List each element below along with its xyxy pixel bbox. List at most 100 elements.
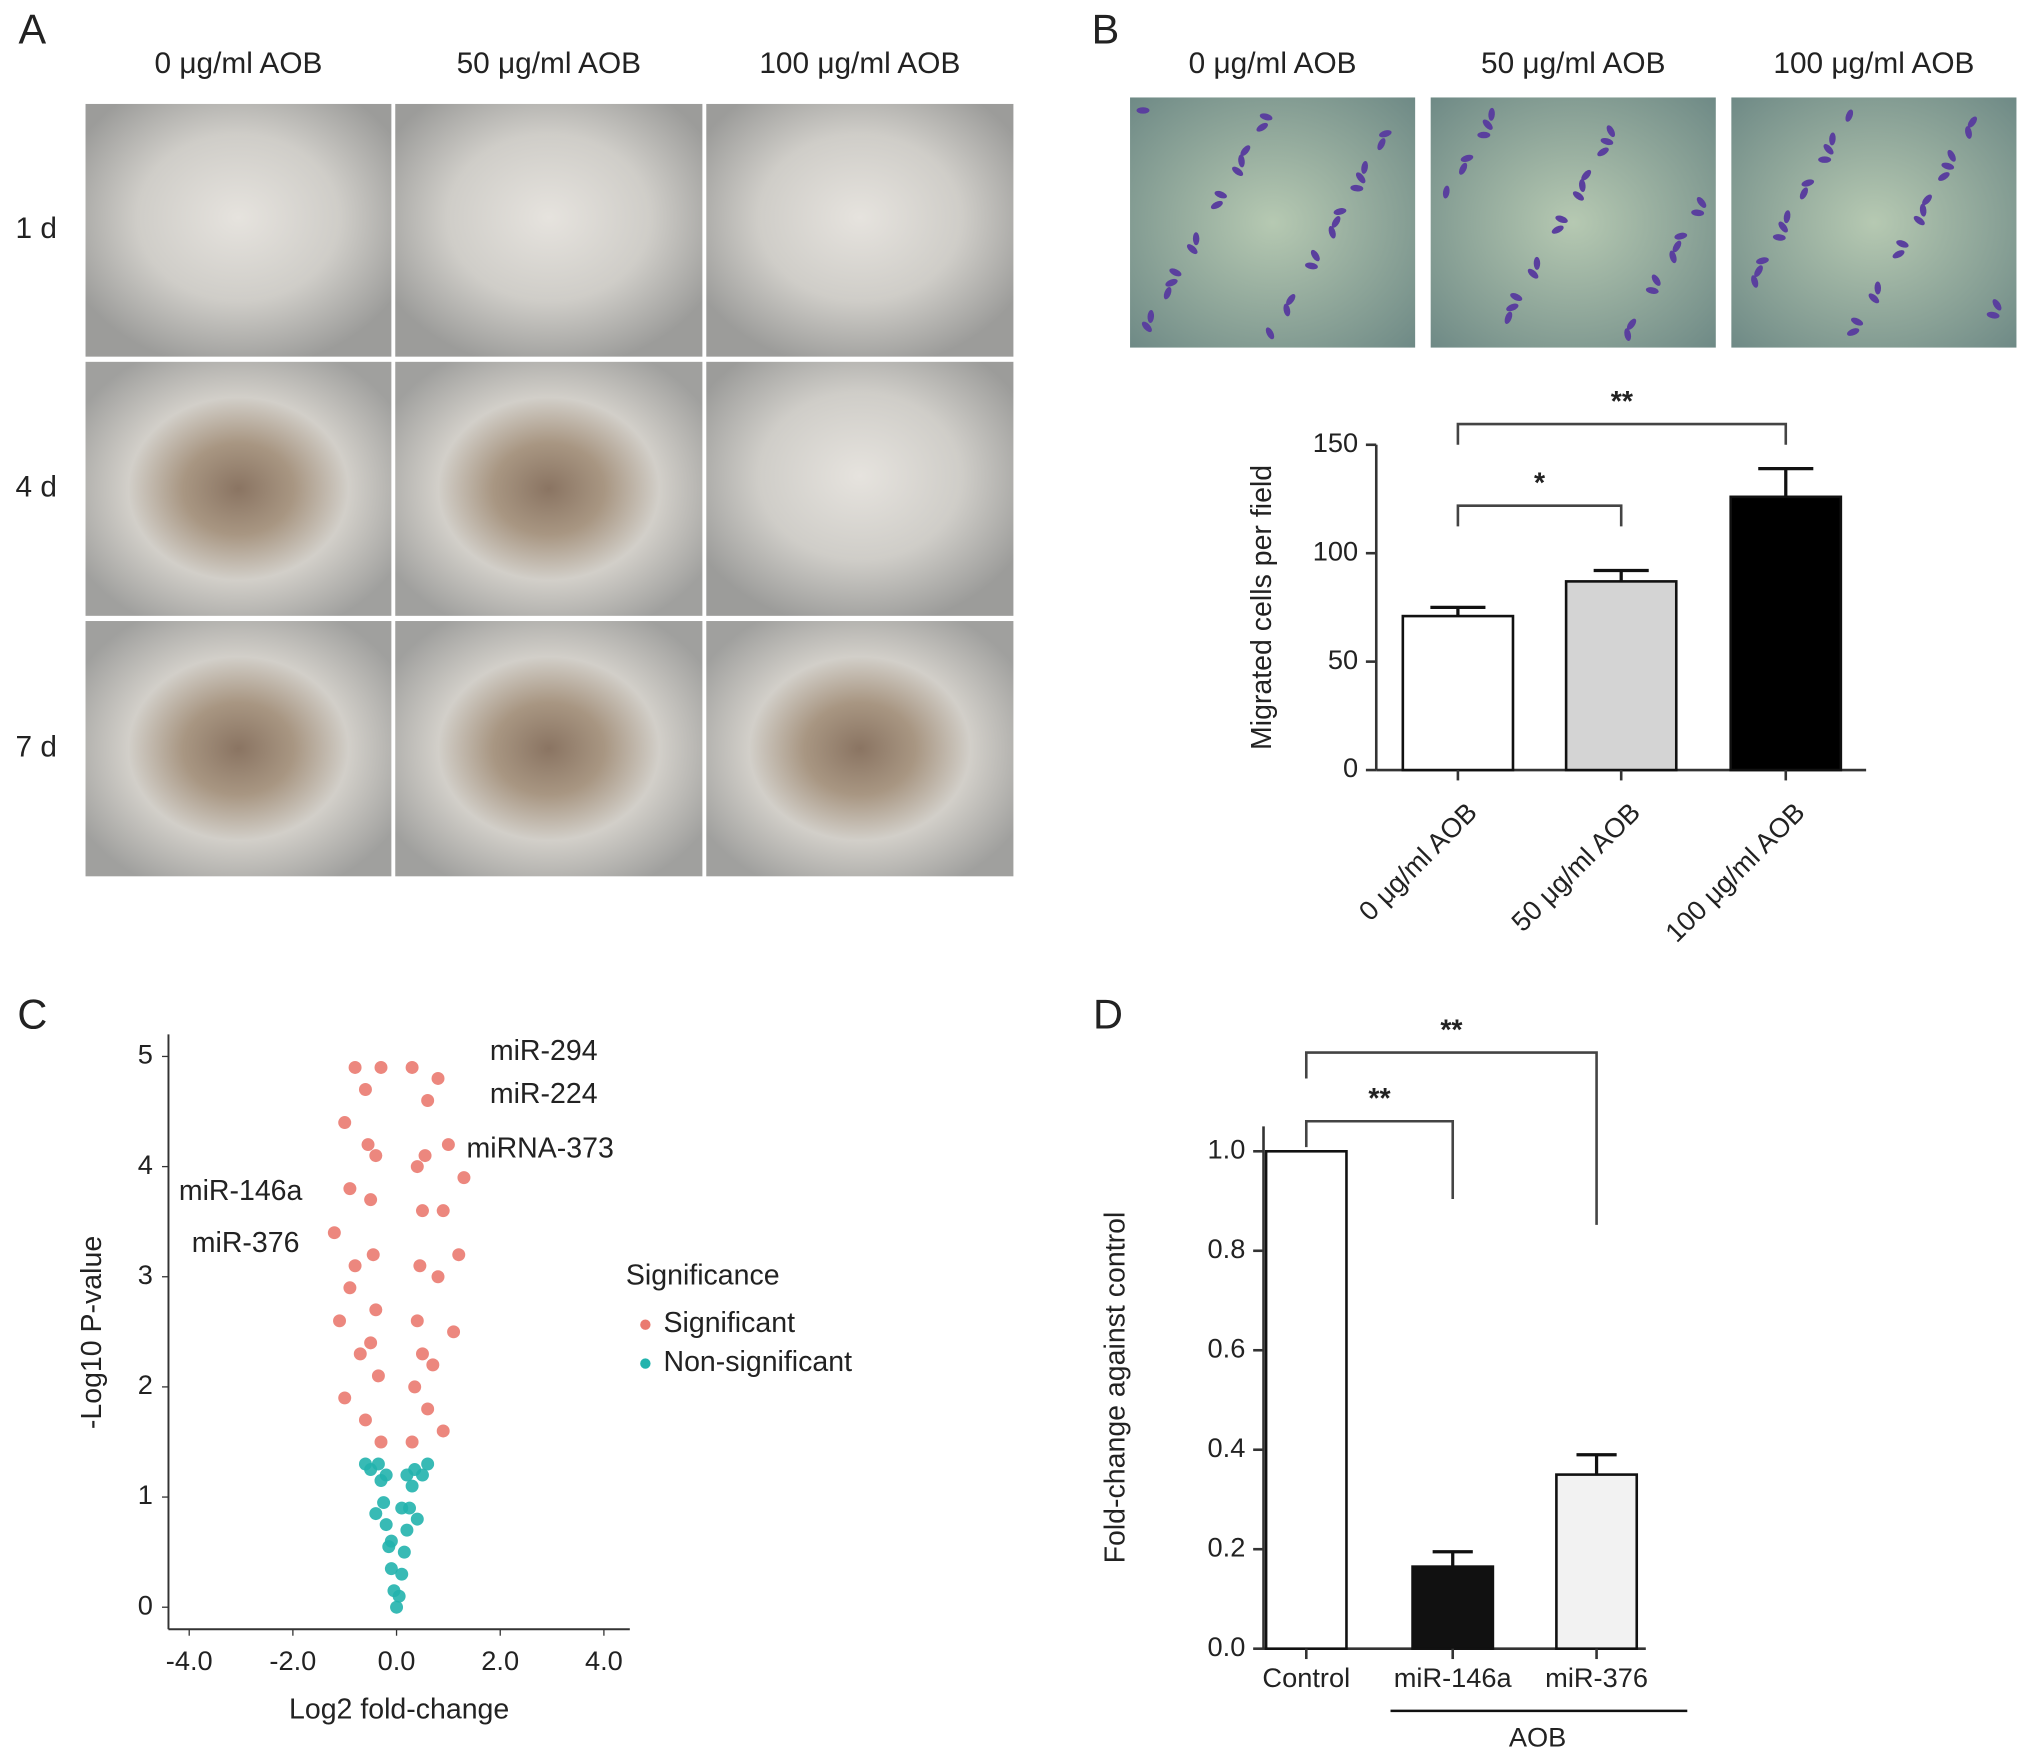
micrograph (395, 621, 703, 877)
stained-cell (1169, 268, 1182, 277)
point (415, 1347, 429, 1361)
stained-cell (1597, 147, 1609, 157)
stained-cell (1305, 262, 1318, 270)
y-tick-label: 0.8 (1208, 1233, 1246, 1264)
stained-cell (1818, 156, 1832, 163)
micrograph (85, 361, 392, 616)
bar (1555, 1473, 1639, 1650)
stained-cell (1379, 130, 1392, 138)
stained-cell (1136, 107, 1150, 114)
x-tick-label: 100 μg/ml AOB (1659, 796, 1811, 948)
stained-cell (1691, 209, 1705, 217)
y-tick-label: 5 (138, 1039, 153, 1070)
stained-cell (1459, 162, 1468, 175)
point (421, 1402, 435, 1416)
point (410, 1512, 424, 1526)
stained-cell (1823, 144, 1834, 155)
point (371, 1369, 385, 1383)
stained-cell (1626, 318, 1637, 330)
point (397, 1545, 411, 1559)
significance-label: * (1534, 467, 1546, 499)
point (418, 1149, 432, 1163)
stained-cell (1919, 203, 1927, 217)
stained-cell (1283, 303, 1291, 317)
stained-cell (1938, 172, 1950, 181)
point (364, 1193, 378, 1207)
point (343, 1182, 357, 1196)
migration-image (1130, 97, 1416, 348)
stained-cell (1672, 240, 1682, 253)
bar (1401, 614, 1515, 772)
stained-cell (1941, 162, 1955, 170)
stained-cell (1555, 215, 1568, 224)
significance-label: ** (1368, 1083, 1391, 1115)
x-tick-label: 0 μg/ml AOB (1352, 796, 1482, 926)
point (415, 1468, 429, 1482)
y-tick-label: 100 (1313, 535, 1358, 566)
stained-cell (1829, 132, 1836, 146)
point (338, 1116, 352, 1130)
point (369, 1507, 383, 1521)
stained-cell (1579, 179, 1586, 193)
legend-swatch (640, 1319, 651, 1330)
x-axis-label: Log2 fold-change (289, 1693, 509, 1725)
point (452, 1248, 466, 1262)
point (410, 1314, 424, 1328)
point (405, 1060, 419, 1074)
point (374, 1060, 388, 1074)
legend-swatch (640, 1358, 651, 1369)
point (384, 1562, 398, 1576)
stained-cell (1527, 268, 1539, 279)
significance-bracket (1304, 1051, 1598, 1225)
bar (1411, 1565, 1495, 1650)
point (338, 1391, 352, 1405)
y-tick-label: 3 (138, 1259, 153, 1290)
stained-cell (1992, 299, 2002, 311)
stained-cell (1361, 161, 1368, 174)
x-tick-label: miR-376 (1545, 1662, 1648, 1693)
point (426, 1358, 440, 1372)
point (379, 1468, 393, 1482)
point (387, 1584, 401, 1598)
stained-cell (1377, 138, 1386, 151)
significance-bracket (1456, 422, 1788, 445)
column-header: 0 μg/ml AOB (1189, 47, 1357, 80)
point (364, 1336, 378, 1350)
point (395, 1567, 409, 1581)
point (405, 1435, 419, 1449)
legend-label: Significant (664, 1307, 796, 1339)
stained-cell (1442, 185, 1450, 199)
significance-bracket (1304, 1119, 1455, 1199)
micrograph (85, 621, 392, 877)
column-header: 100 μg/ml AOB (759, 47, 960, 80)
annotation: miRNA-373 (467, 1132, 614, 1164)
stained-cell (1783, 210, 1791, 224)
point (400, 1468, 414, 1482)
x-tick-label: 2.0 (481, 1645, 519, 1676)
stained-cell (1533, 256, 1541, 270)
point (390, 1600, 404, 1614)
point (348, 1259, 362, 1273)
point (327, 1226, 341, 1240)
point (431, 1270, 445, 1284)
point (436, 1204, 450, 1218)
stained-cell (1256, 122, 1268, 132)
stained-cell (1165, 278, 1178, 287)
y-tick-label: 0.6 (1208, 1332, 1246, 1363)
stained-cell (1965, 126, 1972, 139)
row-label: 4 d (16, 471, 57, 504)
x-tick-label: 4.0 (585, 1645, 623, 1676)
stained-cell (1606, 125, 1616, 138)
point (400, 1523, 414, 1537)
point (436, 1424, 450, 1438)
y-axis-label: Migrated cells per field (1246, 465, 1278, 750)
stained-cell (1624, 328, 1632, 342)
column-header: 50 μg/ml AOB (457, 47, 641, 80)
stained-cell (1232, 166, 1244, 177)
stained-cell (1696, 196, 1707, 208)
stained-cell (1600, 137, 1614, 146)
micrograph (85, 103, 392, 357)
point (421, 1457, 435, 1471)
stained-cell (1141, 321, 1152, 333)
